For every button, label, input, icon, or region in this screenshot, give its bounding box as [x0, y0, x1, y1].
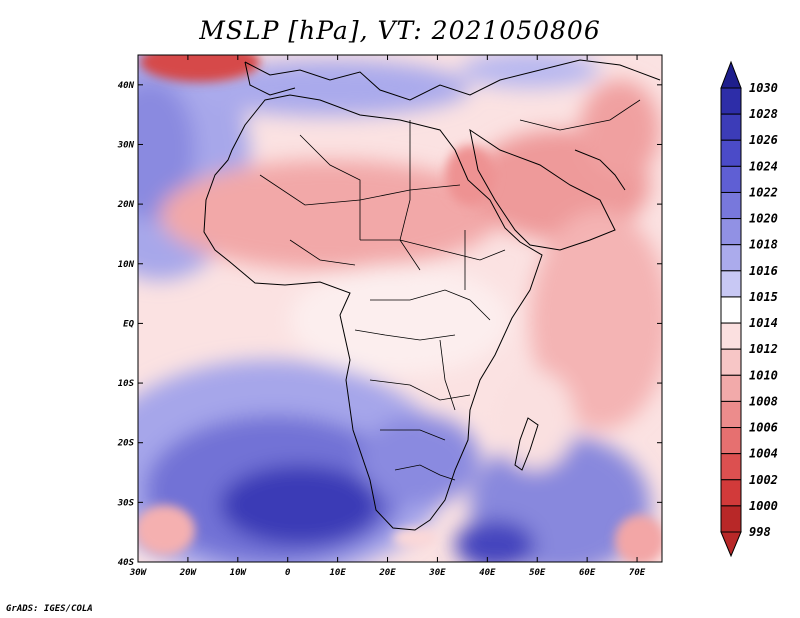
colorbar-label: 1008 [749, 394, 778, 408]
colorbar-segment [720, 322, 742, 350]
map-frame [137, 54, 663, 563]
y-tick-label: EQ [123, 319, 134, 329]
colorbar-label: 1016 [749, 264, 778, 278]
y-tick-label: 30N [117, 140, 135, 150]
y-tick-label: 40N [118, 81, 135, 91]
colorbar-segment [720, 139, 742, 167]
x-tick-label: 50E [529, 568, 546, 578]
madagascar-region [495, 370, 575, 470]
colorbar-label: 1004 [749, 447, 778, 461]
colorbar-label: 1010 [749, 368, 778, 382]
indian-ocean-high-core [455, 520, 535, 562]
colorbar-segment [720, 296, 742, 324]
colorbar: 1030 1028 1026 1024 1022 1020 1018 1016 1015 1014… [720, 60, 778, 558]
colorbar-top-arrow [720, 60, 742, 89]
iran-low [580, 80, 660, 180]
colorbar-label: 1014 [749, 316, 778, 330]
coastlines [203, 59, 661, 531]
colorbar-label: 1015 [749, 290, 778, 304]
colorbar-segment [720, 165, 742, 193]
x-tick-label: 30E [428, 568, 446, 578]
x-tick-label: 30W [129, 568, 148, 578]
pressure-field [138, 55, 662, 562]
credit-text: GrADS: IGES/COLA [6, 604, 93, 614]
colorbar-label: 1020 [749, 212, 778, 226]
black-sea-region [460, 55, 600, 88]
x-tick-label: 20E [378, 568, 396, 578]
colorbar-label: 1026 [749, 133, 778, 147]
colorbar-segment [720, 479, 742, 507]
colorbar-segment [720, 374, 742, 402]
madagascar [514, 417, 539, 471]
x-tick-label: 60E [579, 568, 596, 578]
y-tick-label: 20N [117, 200, 135, 210]
sahara-low [160, 160, 500, 270]
colorbar-label: 1002 [749, 473, 778, 487]
colorbar-label: 998 [749, 525, 771, 539]
persian-gulf [574, 149, 626, 191]
colorbar-label: 1022 [749, 185, 778, 199]
southwest-pink [138, 505, 195, 555]
x-tick-label: 70E [629, 568, 646, 578]
colorbar-segment [720, 427, 742, 455]
mediterranean-band [190, 60, 470, 116]
colorbar-segment [720, 453, 742, 481]
colorbar-label: 1024 [749, 159, 778, 173]
y-axis: 40N 30N 20N 10N EQ 10S 20S 30S 40S [117, 81, 662, 568]
colorbar-bottom-arrow [720, 531, 742, 558]
colorbar-segment [720, 87, 742, 115]
red-sea-low [445, 145, 495, 205]
southeast-pink [615, 515, 662, 562]
colorbar-segment [720, 191, 742, 220]
cape-low [393, 528, 437, 548]
arabian-peninsula [469, 128, 616, 251]
colorbar-segment [720, 218, 742, 246]
colorbar-label: 1012 [749, 342, 778, 356]
colorbar-segment [720, 113, 742, 141]
colorbar-segment [720, 244, 742, 272]
north-atlantic-high-core [138, 80, 195, 220]
colorbar-segment [720, 400, 742, 429]
x-axis: 30W 20W 10W 0 10E 20E 30E 40E 50E 60E 70E [129, 55, 646, 578]
iberia [244, 61, 296, 96]
colorbar-label: 1030 [749, 81, 778, 95]
y-tick-label: 10S [118, 379, 135, 389]
x-tick-label: 0 [285, 568, 291, 578]
x-tick-label: 20W [179, 568, 198, 578]
x-tick-label: 40E [479, 568, 496, 578]
y-tick-label: 40S [118, 558, 135, 568]
south-atlantic-high-core [220, 465, 380, 545]
colorbar-segment [720, 505, 742, 533]
colorbar-segment [720, 270, 742, 298]
central-africa-neutral [290, 265, 510, 375]
southern-africa-high [360, 415, 480, 505]
colorbar-label: 1006 [749, 421, 778, 435]
country-borders [259, 99, 641, 481]
x-tick-label: 10W [230, 568, 248, 578]
africa-coastline [203, 94, 543, 531]
colorbar-label: 1028 [749, 107, 778, 121]
colorbar-label: 1018 [749, 238, 778, 252]
northwest-low [140, 55, 260, 82]
indian-ocean-low [530, 210, 662, 430]
chart-title: MSLP [hPa], VT: 2021050806 [199, 16, 601, 45]
x-tick-label: 10E [329, 568, 346, 578]
y-tick-label: 20S [117, 439, 135, 449]
colorbar-label: 1000 [749, 499, 778, 513]
y-tick-label: 30S [117, 498, 135, 508]
colorbar-segment [720, 348, 742, 376]
europe-coast [244, 59, 661, 101]
y-tick-label: 10N [118, 260, 135, 270]
